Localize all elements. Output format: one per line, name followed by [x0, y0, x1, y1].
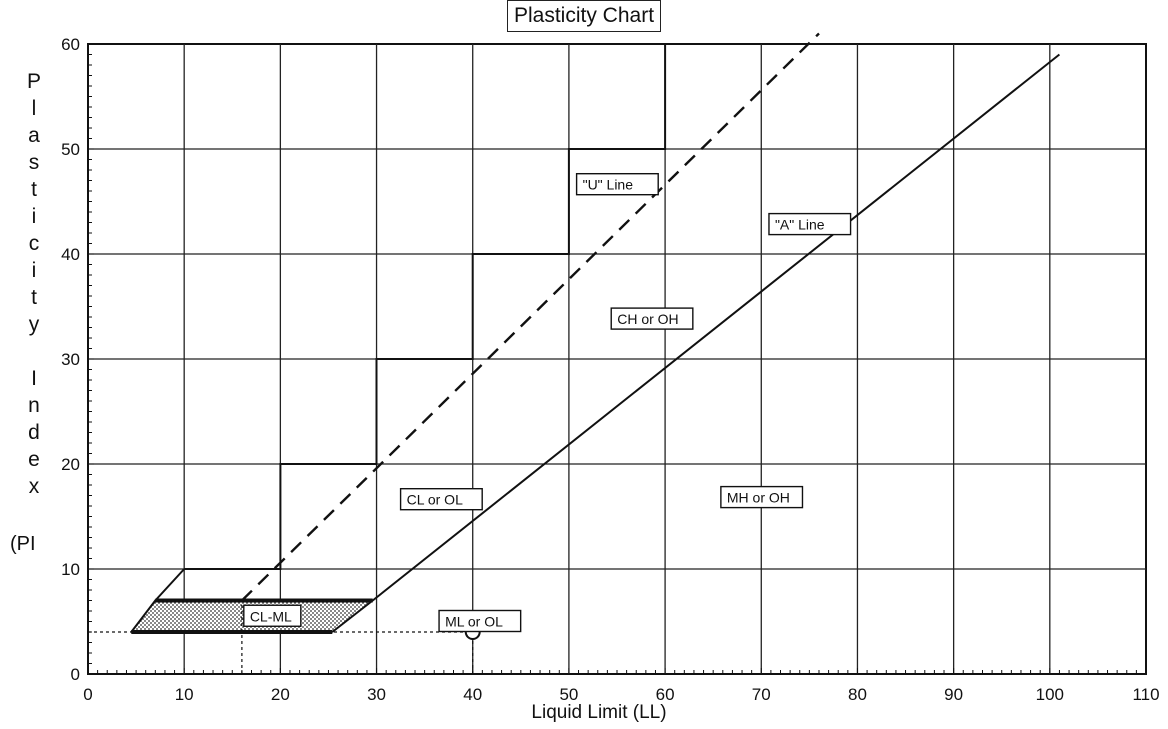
region-label-box: [720, 485, 804, 509]
region-label: CL or OL: [399, 488, 483, 511]
a-line: [331, 53, 1061, 633]
x-axis-label: Liquid Limit (LL): [531, 702, 667, 723]
y-axis-letter: d: [28, 421, 40, 444]
x-tick-label: 80: [848, 685, 867, 704]
x-tick-label: 100: [1036, 685, 1064, 704]
x-tick-label: 60: [656, 685, 675, 704]
y-axis-letter: t: [31, 178, 37, 201]
axis-ticks: 0 10 20 30 40 50 60 70 80 90 100 110 0 10 20 30 40 50 60: [61, 35, 1159, 704]
y-tick-label: 40: [61, 245, 80, 264]
y-tick-label: 60: [61, 35, 80, 54]
y-axis-letter: P: [26, 70, 41, 93]
grid: [87, 43, 1147, 675]
region-label-text: CL or OL: [407, 492, 463, 508]
y-axis-letter: a: [28, 124, 40, 147]
y-axis-letter: e: [28, 448, 40, 471]
x-tick-label: 20: [271, 685, 290, 704]
region-label-text: "U" Line: [583, 177, 634, 193]
y-axis-letter: s: [28, 151, 40, 174]
region-label: "U" Line: [575, 172, 659, 196]
region-label-text: "A" Line: [775, 217, 825, 233]
x-tick-label: 70: [752, 685, 771, 704]
boundary-line-2: [184, 44, 667, 570]
y-axis-label-suffix: (PI: [10, 533, 36, 555]
y-tick-label: 50: [61, 140, 80, 159]
u-line: [241, 32, 820, 602]
y-axis-letter: i: [31, 205, 37, 228]
x-tick-label: 110: [1132, 685, 1159, 704]
y-tick-label: 20: [61, 455, 80, 474]
x-tick-label: 50: [559, 685, 578, 704]
region-label-box: [575, 172, 659, 196]
region-label-text: ML or OL: [445, 614, 503, 630]
y-axis-letter: l: [31, 97, 37, 120]
boundary-line-3: [154, 568, 185, 602]
region-label-text: MH or OH: [727, 490, 790, 506]
region-label: CL-ML: [243, 604, 302, 627]
region-label: CH or OH: [610, 307, 694, 330]
x-tick-label: 40: [463, 685, 482, 704]
y-tick-label: 30: [61, 350, 80, 369]
x-tick-label: 10: [175, 685, 194, 704]
y-axis-letter: I: [31, 367, 37, 390]
y-axis-letter: t: [31, 286, 37, 309]
region-label-box: [438, 609, 522, 633]
region-label: MH or OH: [720, 485, 804, 509]
chart-title: Plasticity Chart: [507, 0, 662, 32]
region-label-box: [399, 488, 483, 511]
y-tick-label: 0: [71, 665, 80, 684]
region-label-text: CL-ML: [250, 608, 292, 624]
y-axis-letter: x: [28, 475, 40, 498]
y-axis-letter: i: [31, 259, 37, 282]
x-tick-label: 30: [367, 685, 386, 704]
region-label-box: [610, 307, 694, 330]
region-label-box: [243, 604, 302, 627]
region-label: "A" Line: [768, 212, 852, 236]
y-tick-label: 10: [61, 560, 80, 579]
x-tick-label: 90: [944, 685, 963, 704]
annotations: "U" Line "A" Line CH or OH CL or OL MH or OH…: [243, 172, 852, 633]
y-axis-letter: y: [28, 313, 40, 336]
region-label: ML or OL: [438, 609, 522, 633]
y-axis-letter: [31, 338, 37, 365]
x-tick-label: 0: [83, 685, 92, 704]
y-axis-letter: c: [28, 232, 40, 255]
region-label-box: [768, 212, 852, 236]
region-label-text: CH or OH: [617, 311, 678, 327]
series-lines: [88, 32, 1061, 674]
y-axis-letter: n: [28, 394, 40, 417]
